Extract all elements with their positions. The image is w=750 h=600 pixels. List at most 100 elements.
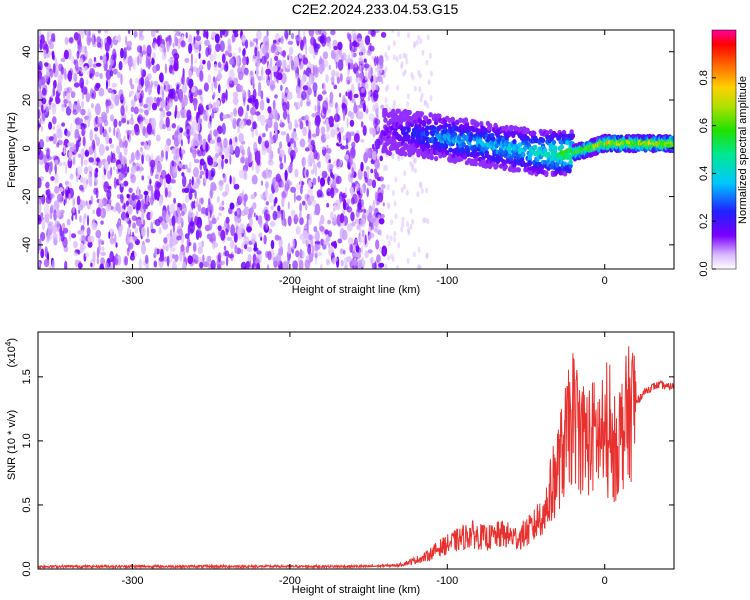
noise-blob [38, 216, 42, 225]
noise-blob [43, 154, 47, 165]
noise-blob [148, 84, 152, 96]
noise-blob [289, 46, 294, 55]
noise-blob [189, 221, 195, 234]
signal-cell [403, 151, 408, 157]
noise-blob [278, 235, 282, 241]
noise-blob [116, 160, 121, 165]
noise-blob [199, 174, 203, 179]
noise-blob [133, 251, 137, 257]
noise-blob [215, 99, 221, 107]
noise-blob [166, 40, 170, 53]
noise-blob [121, 204, 126, 210]
noise-blob [384, 164, 388, 171]
noise-blob [151, 57, 155, 66]
noise-blob [38, 72, 42, 82]
noise-blob [172, 69, 175, 76]
noise-blob [38, 203, 42, 214]
noise-blob [323, 120, 327, 125]
noise-blob [141, 154, 144, 165]
noise-blob [48, 265, 53, 269]
noise-blob [325, 258, 330, 266]
signal-cell [426, 143, 431, 149]
colorbar-tick-label: 0.6 [698, 118, 710, 133]
spectrogram-heatmap [38, 30, 674, 269]
noise-blob [188, 43, 193, 54]
noise-blob [277, 72, 283, 81]
noise-blob [96, 246, 100, 259]
noise-blob [402, 52, 406, 59]
noise-blob [88, 200, 92, 205]
noise-blob [176, 158, 180, 167]
noise-blob [272, 210, 278, 221]
noise-blob [189, 178, 192, 185]
noise-blob [356, 76, 362, 88]
noise-blob [75, 140, 79, 152]
noise-blob [377, 75, 383, 83]
signal-cell [447, 117, 452, 123]
noise-blob [41, 125, 44, 132]
noise-blob [73, 252, 79, 257]
noise-blob [276, 46, 282, 52]
noise-blob [167, 58, 173, 63]
noise-blob [317, 192, 321, 199]
noise-blob [312, 82, 318, 93]
noise-blob [89, 67, 96, 77]
noise-blob [99, 72, 103, 79]
signal-cell [474, 122, 480, 128]
noise-blob [267, 98, 270, 104]
noise-blob [400, 63, 404, 70]
noise-blob [289, 149, 296, 160]
noise-blob [301, 74, 307, 83]
noise-blob [72, 205, 76, 214]
noise-blob [328, 64, 332, 71]
noise-blob [198, 230, 202, 239]
noise-blob [419, 182, 423, 189]
noise-blob [41, 104, 44, 113]
noise-blob [88, 58, 93, 68]
signal-cell [471, 127, 476, 133]
noise-blob [145, 204, 148, 210]
noise-blob [298, 53, 303, 59]
noise-blob [367, 249, 373, 254]
noise-blob [169, 247, 176, 252]
signal-cell [532, 130, 537, 136]
noise-blob [194, 116, 197, 121]
noise-blob [297, 255, 301, 264]
noise-blob [53, 209, 57, 221]
noise-blob [326, 147, 332, 154]
noise-blob [87, 117, 90, 128]
noise-blob [269, 131, 273, 140]
noise-blob [314, 164, 317, 177]
noise-blob [333, 84, 338, 90]
noise-blob [180, 139, 183, 147]
noise-blob [266, 30, 269, 37]
noise-blob [146, 226, 150, 239]
noise-blob [223, 64, 229, 72]
signal-cell [465, 151, 471, 157]
noise-blob [43, 259, 50, 268]
noise-blob [361, 256, 365, 267]
noise-blob [76, 50, 80, 59]
noise-blob [193, 182, 200, 189]
noise-blob [230, 224, 236, 237]
noise-blob [211, 31, 215, 39]
noise-blob [127, 205, 133, 215]
noise-blob [38, 30, 42, 37]
noise-blob [126, 226, 131, 235]
noise-blob [128, 217, 131, 228]
noise-blob [108, 79, 111, 87]
noise-blob [415, 39, 419, 46]
x-tick-label: -300 [121, 275, 143, 287]
x-tick-label: -200 [279, 275, 301, 287]
noise-blob [267, 264, 270, 269]
noise-blob [274, 185, 279, 193]
noise-blob [219, 112, 224, 122]
colorbar-label: Normalized spectral amplitude [737, 76, 749, 224]
noise-blob [72, 197, 75, 207]
noise-blob [96, 36, 102, 45]
noise-blob [196, 176, 200, 183]
noise-blob [78, 209, 81, 214]
noise-blob [95, 167, 99, 174]
noise-blob [416, 191, 420, 198]
noise-blob [180, 40, 186, 48]
